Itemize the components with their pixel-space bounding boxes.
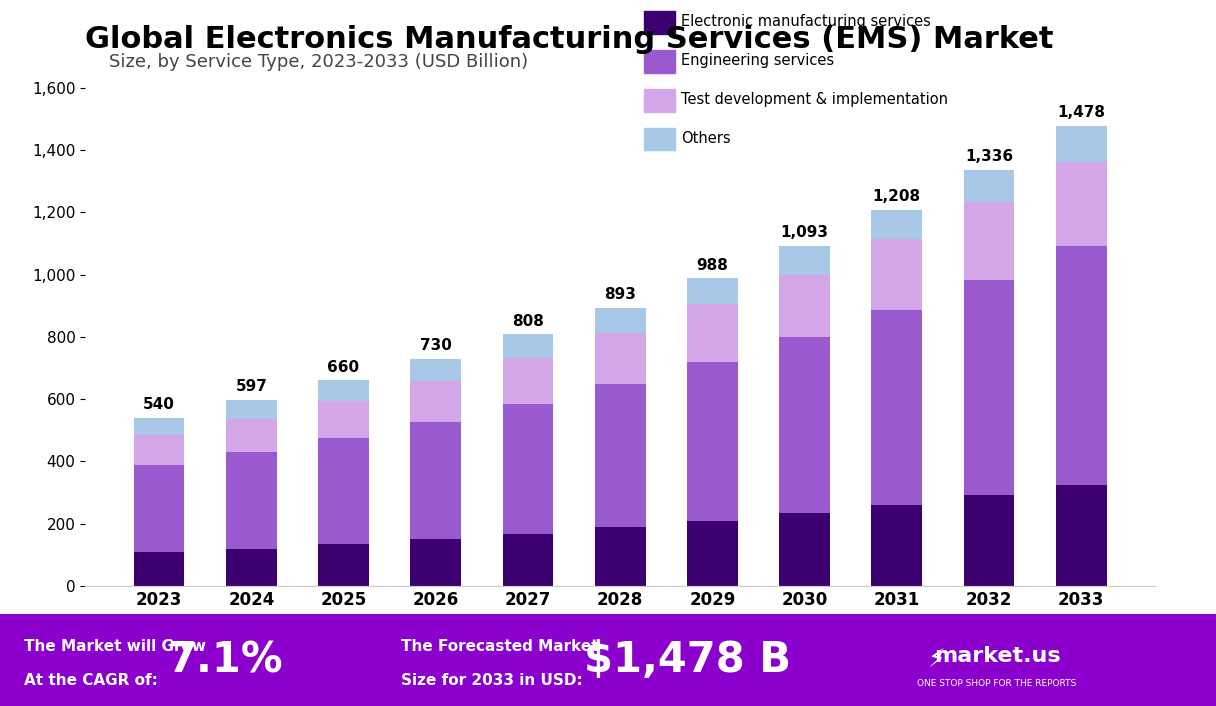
Bar	[872, 239, 922, 311]
Bar	[134, 465, 185, 552]
Text: 1,093: 1,093	[781, 225, 828, 240]
Text: $1,478 B: $1,478 B	[584, 639, 790, 681]
Bar	[319, 544, 368, 586]
Text: 7.1%: 7.1%	[167, 639, 283, 681]
Bar	[319, 401, 368, 438]
Bar	[410, 421, 461, 539]
Bar	[226, 549, 277, 586]
Bar	[319, 381, 368, 401]
Bar	[687, 361, 738, 520]
Text: Electronic manufacturing services: Electronic manufacturing services	[681, 14, 930, 30]
Bar	[502, 534, 553, 586]
Bar	[687, 278, 738, 304]
Bar	[410, 539, 461, 586]
Bar	[779, 513, 831, 586]
Text: 540: 540	[143, 397, 175, 412]
Bar	[1055, 485, 1107, 586]
Text: 1,478: 1,478	[1057, 105, 1105, 120]
Bar	[410, 381, 461, 421]
Bar	[872, 311, 922, 505]
Text: Global Electronics Manufacturing Services (EMS) Market: Global Electronics Manufacturing Service…	[85, 25, 1053, 54]
Text: The Market will Grow: The Market will Grow	[24, 639, 207, 654]
Text: 1,336: 1,336	[966, 149, 1013, 164]
Text: At the CAGR of:: At the CAGR of:	[24, 673, 158, 688]
Bar	[1055, 126, 1107, 162]
Text: 808: 808	[512, 313, 544, 329]
Bar	[595, 527, 646, 586]
Text: Engineering services: Engineering services	[681, 53, 834, 68]
Text: ONE STOP SHOP FOR THE REPORTS: ONE STOP SHOP FOR THE REPORTS	[918, 678, 1076, 688]
Bar	[872, 505, 922, 586]
Text: ⚡: ⚡	[928, 648, 945, 672]
Text: market.us: market.us	[934, 645, 1060, 666]
Bar	[134, 552, 185, 586]
Text: The Forecasted Market: The Forecasted Market	[401, 639, 599, 654]
Bar	[1055, 162, 1107, 246]
Bar	[963, 280, 1014, 495]
Bar	[872, 210, 922, 239]
Text: Size for 2033 in USD:: Size for 2033 in USD:	[401, 673, 582, 688]
Bar	[687, 520, 738, 586]
Bar	[134, 418, 185, 435]
Bar	[963, 202, 1014, 280]
Bar	[502, 405, 553, 534]
Bar	[963, 170, 1014, 202]
Bar	[502, 335, 553, 358]
Bar	[226, 419, 277, 452]
Text: 893: 893	[604, 287, 636, 302]
Bar	[1055, 246, 1107, 485]
Bar	[134, 435, 185, 465]
Bar	[595, 384, 646, 527]
Text: Size, by Service Type, 2023-2033 (USD Billion): Size, by Service Type, 2023-2033 (USD Bi…	[109, 53, 529, 71]
Text: 730: 730	[420, 338, 451, 353]
Text: 597: 597	[236, 379, 268, 395]
Bar	[779, 275, 831, 337]
Text: 988: 988	[697, 258, 728, 273]
Text: Test development & implementation: Test development & implementation	[681, 92, 948, 107]
Text: 1,208: 1,208	[873, 189, 921, 204]
Bar	[595, 333, 646, 384]
Bar	[595, 308, 646, 333]
Bar	[226, 400, 277, 419]
Bar	[410, 359, 461, 381]
Bar	[779, 337, 831, 513]
Bar	[319, 438, 368, 544]
Bar	[963, 495, 1014, 586]
Text: Others: Others	[681, 131, 731, 146]
Bar	[687, 304, 738, 361]
Bar	[779, 246, 831, 275]
Bar	[502, 358, 553, 405]
Bar	[226, 452, 277, 549]
Text: 660: 660	[327, 360, 360, 375]
